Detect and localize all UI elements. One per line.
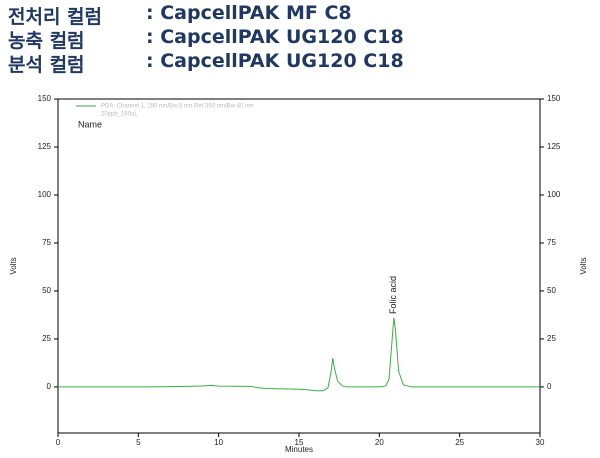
y2-tick-label: 125	[547, 142, 561, 151]
x-tick-label: 20	[375, 438, 384, 447]
y-tick-label: 50	[42, 286, 51, 295]
y2-tick-label: 75	[547, 238, 556, 247]
y2-tick-label: 0	[547, 382, 552, 391]
x-axis-label: Minutes	[285, 445, 313, 454]
y2-tick-label: 100	[547, 190, 561, 199]
x-tick-label: 30	[536, 438, 545, 447]
y2-axis-label: Volts	[579, 257, 588, 274]
legend-entry: PDA: Channel 1, 280 nm/Bw:8 nm Ref 350 n…	[101, 104, 253, 110]
y2-tick-label: 150	[547, 94, 561, 103]
data-line	[58, 317, 540, 392]
header-value: : CapcellPAK UG120 C18	[146, 26, 404, 48]
y-tick-label: 150	[38, 94, 52, 103]
y-axis-label: Volts	[9, 257, 18, 274]
x-tick-label: 0	[56, 438, 61, 447]
x-tick-label: 10	[214, 438, 223, 447]
annotation: Folic acid	[388, 276, 398, 314]
header-line: 전처리 컬럼 : CapcellPAK MF C8	[8, 2, 408, 28]
y2-tick-label: 25	[547, 334, 556, 343]
y-tick-label: 100	[38, 190, 52, 199]
header-value: : CapcellPAK UG120 C18	[146, 50, 404, 72]
y-tick-label: 25	[42, 334, 51, 343]
header-value: : CapcellPAK MF C8	[146, 2, 352, 24]
name-label: Name	[78, 119, 102, 129]
y-tick-label: 0	[47, 382, 52, 391]
x-tick-label: 15	[295, 438, 304, 447]
header-line: 분석 컬럼 : CapcellPAK UG120 C18	[8, 50, 408, 76]
sample-label: 20ppb_160uL	[101, 112, 138, 118]
header-label: 분석 컬럼	[8, 54, 85, 76]
header-label: 농축 컬럼	[8, 30, 85, 52]
y-tick-label: 125	[38, 142, 52, 151]
header-line: 농축 컬럼 : CapcellPAK UG120 C18	[8, 26, 408, 52]
x-tick-label: 25	[455, 438, 464, 447]
y2-tick-label: 50	[547, 286, 556, 295]
plot-frame	[57, 98, 541, 434]
header-label: 전처리 컬럼	[8, 6, 103, 28]
x-tick-label: 5	[136, 438, 141, 447]
y-tick-label: 75	[42, 238, 51, 247]
